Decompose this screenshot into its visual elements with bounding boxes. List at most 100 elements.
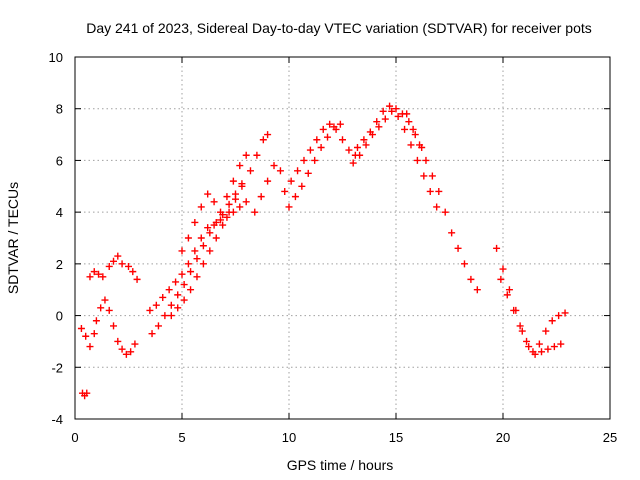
data-point xyxy=(550,343,558,351)
data-point xyxy=(529,348,537,356)
data-point xyxy=(392,105,400,113)
data-point xyxy=(122,350,130,358)
data-point xyxy=(253,151,261,159)
x-tick-label: 25 xyxy=(603,430,617,445)
data-point xyxy=(212,218,220,226)
data-point xyxy=(172,278,180,286)
data-point xyxy=(503,291,511,299)
data-point xyxy=(428,172,436,180)
series-track-15 xyxy=(349,107,441,211)
series-track-4 xyxy=(105,252,126,270)
data-point xyxy=(167,312,175,320)
data-point xyxy=(276,167,284,175)
y-tick-label: -4 xyxy=(51,412,63,427)
data-point xyxy=(129,268,137,276)
data-point xyxy=(409,125,417,133)
data-point xyxy=(388,107,396,115)
data-point xyxy=(225,208,233,216)
y-tick-label: 8 xyxy=(56,102,63,117)
data-point xyxy=(454,244,462,252)
y-tick-label: -2 xyxy=(51,360,63,375)
data-point xyxy=(394,112,402,120)
y-tick-label: 0 xyxy=(56,309,63,324)
y-tick-label: 4 xyxy=(56,205,63,220)
x-tick-label: 10 xyxy=(282,430,296,445)
series-track-17 xyxy=(493,244,565,358)
data-point xyxy=(401,125,409,133)
data-point xyxy=(148,330,156,338)
data-point xyxy=(264,131,272,139)
data-point xyxy=(339,136,346,144)
data-point xyxy=(379,107,387,115)
data-point xyxy=(114,337,122,345)
series-track-18 xyxy=(497,275,569,356)
data-point xyxy=(281,187,289,195)
y-axis-ticks: -4 -2 0 2 4 6 8 10 xyxy=(49,50,610,427)
data-point xyxy=(101,296,109,304)
data-point xyxy=(236,162,244,170)
series-track-13 xyxy=(281,120,359,195)
data-point xyxy=(161,312,169,320)
data-point xyxy=(217,208,225,216)
series-track-1 xyxy=(77,296,139,358)
chart-title: Day 241 of 2023, Sidereal Day-to-day VTE… xyxy=(86,20,592,36)
data-point xyxy=(467,275,475,283)
data-point xyxy=(251,208,259,216)
data-point xyxy=(416,141,424,149)
data-point xyxy=(127,348,135,356)
data-point xyxy=(95,270,103,278)
data-point xyxy=(360,136,368,144)
series-track-9 xyxy=(178,151,250,255)
x-axis-ticks: 0 5 10 15 20 25 xyxy=(71,57,617,445)
data-point xyxy=(174,291,182,299)
data-point xyxy=(345,146,353,154)
data-point xyxy=(86,343,94,351)
data-point xyxy=(497,275,505,283)
data-point xyxy=(223,213,231,221)
data-point xyxy=(219,221,227,229)
data-point xyxy=(313,136,321,144)
data-point xyxy=(332,125,340,133)
data-point xyxy=(191,247,199,255)
data-point xyxy=(426,187,434,195)
data-point xyxy=(197,203,205,211)
data-point xyxy=(441,208,449,216)
data-point xyxy=(448,229,456,237)
data-point xyxy=(561,309,569,317)
data-point xyxy=(555,312,563,320)
series-track-16 xyxy=(403,110,481,294)
data-point xyxy=(118,345,126,353)
data-point xyxy=(257,193,265,201)
data-point xyxy=(368,131,376,139)
data-point xyxy=(264,177,272,185)
data-point xyxy=(199,260,207,268)
data-point xyxy=(193,255,201,263)
data-point xyxy=(291,193,299,201)
x-tick-label: 5 xyxy=(178,430,185,445)
data-point xyxy=(212,234,220,242)
data-point xyxy=(210,198,218,206)
data-point xyxy=(499,265,507,273)
x-tick-label: 0 xyxy=(71,430,78,445)
data-point xyxy=(518,327,526,335)
data-point xyxy=(105,306,113,314)
data-point xyxy=(306,146,314,154)
data-point xyxy=(435,187,443,195)
grid-lines xyxy=(75,57,610,419)
data-point xyxy=(125,262,132,270)
plot-frame xyxy=(74,56,611,420)
data-point xyxy=(146,306,154,314)
data-point xyxy=(174,304,182,312)
data-point xyxy=(118,260,126,268)
data-point xyxy=(110,257,118,265)
series-track-10 xyxy=(246,131,272,175)
data-point xyxy=(204,190,212,198)
data-point xyxy=(411,131,419,139)
data-point xyxy=(505,286,513,294)
data-point xyxy=(180,281,188,289)
x-tick-label: 20 xyxy=(496,430,510,445)
data-point xyxy=(178,270,186,278)
data-point xyxy=(516,322,524,330)
